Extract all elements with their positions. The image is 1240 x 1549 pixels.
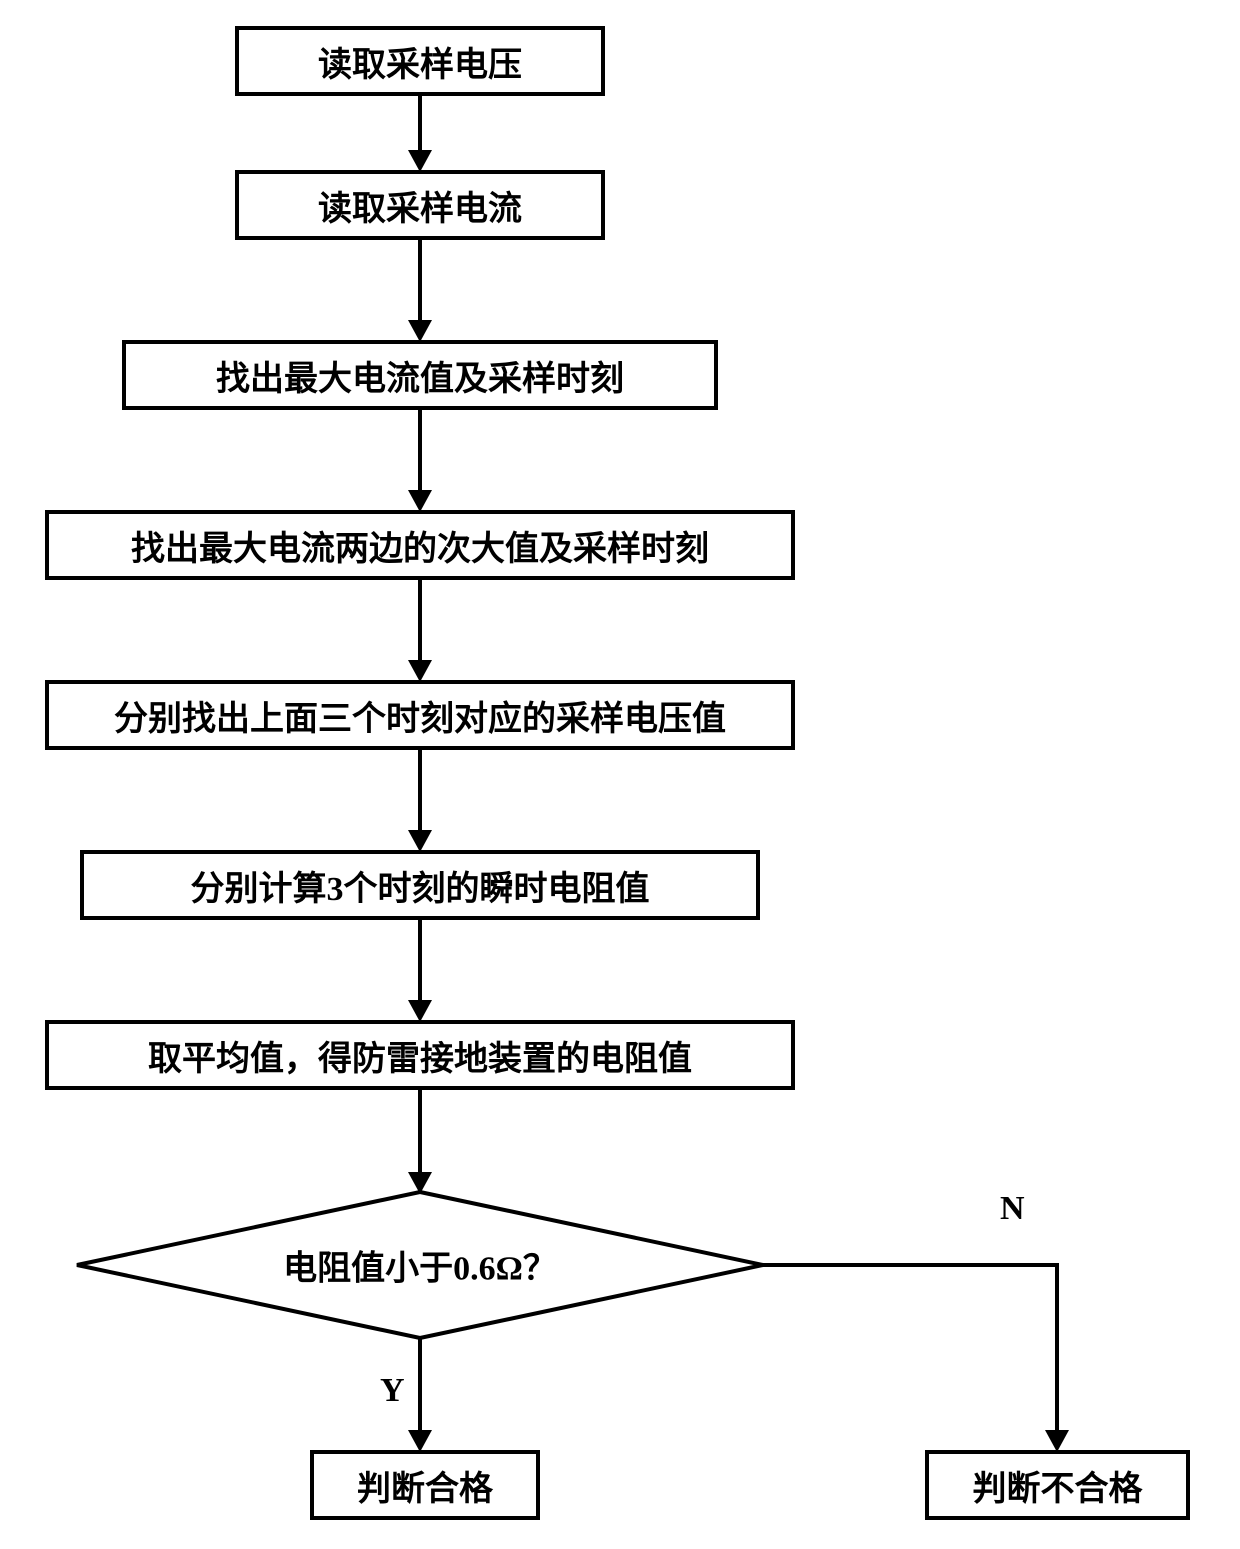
decision-label: 电阻值小于0.6Ω？ (283, 1241, 557, 1290)
edge-line (418, 1090, 422, 1172)
edge-line (418, 580, 422, 660)
result-fail: 判断不合格 (925, 1450, 1190, 1520)
process-step-5: 分别找出上面三个时刻对应的采样电压值 (45, 680, 795, 750)
process-step-2: 读取采样电流 (235, 170, 605, 240)
branch-label-yes: Y (380, 1372, 405, 1410)
flowchart-container: 读取采样电压 读取采样电流 找出最大电流值及采样时刻 找出最大电流两边的次大值及… (0, 0, 1240, 1549)
arrow-icon (1045, 1430, 1069, 1452)
arrow-icon (408, 320, 432, 342)
arrow-icon (408, 150, 432, 172)
edge-line (418, 410, 422, 490)
edge-line (418, 240, 422, 320)
process-step-6: 分别计算3个时刻的瞬时电阻值 (80, 850, 760, 920)
process-step-4: 找出最大电流两边的次大值及采样时刻 (45, 510, 795, 580)
arrow-icon (408, 1430, 432, 1452)
edge-line-no-v (1055, 1263, 1059, 1430)
arrow-icon (408, 830, 432, 852)
arrow-icon (408, 1172, 432, 1194)
branch-label-no: N (1000, 1190, 1025, 1228)
edge-line-no-h (763, 1263, 1059, 1267)
process-step-3: 找出最大电流值及采样时刻 (122, 340, 718, 410)
arrow-icon (408, 660, 432, 682)
result-pass: 判断合格 (310, 1450, 540, 1520)
arrow-icon (408, 490, 432, 512)
arrow-icon (408, 1000, 432, 1022)
process-step-1: 读取采样电压 (235, 26, 605, 96)
edge-line (418, 920, 422, 1000)
process-step-7: 取平均值，得防雷接地装置的电阻值 (45, 1020, 795, 1090)
edge-line-yes (418, 1338, 422, 1430)
edge-line (418, 96, 422, 152)
decision-node: 电阻值小于0.6Ω？ (75, 1190, 765, 1340)
edge-line (418, 750, 422, 830)
